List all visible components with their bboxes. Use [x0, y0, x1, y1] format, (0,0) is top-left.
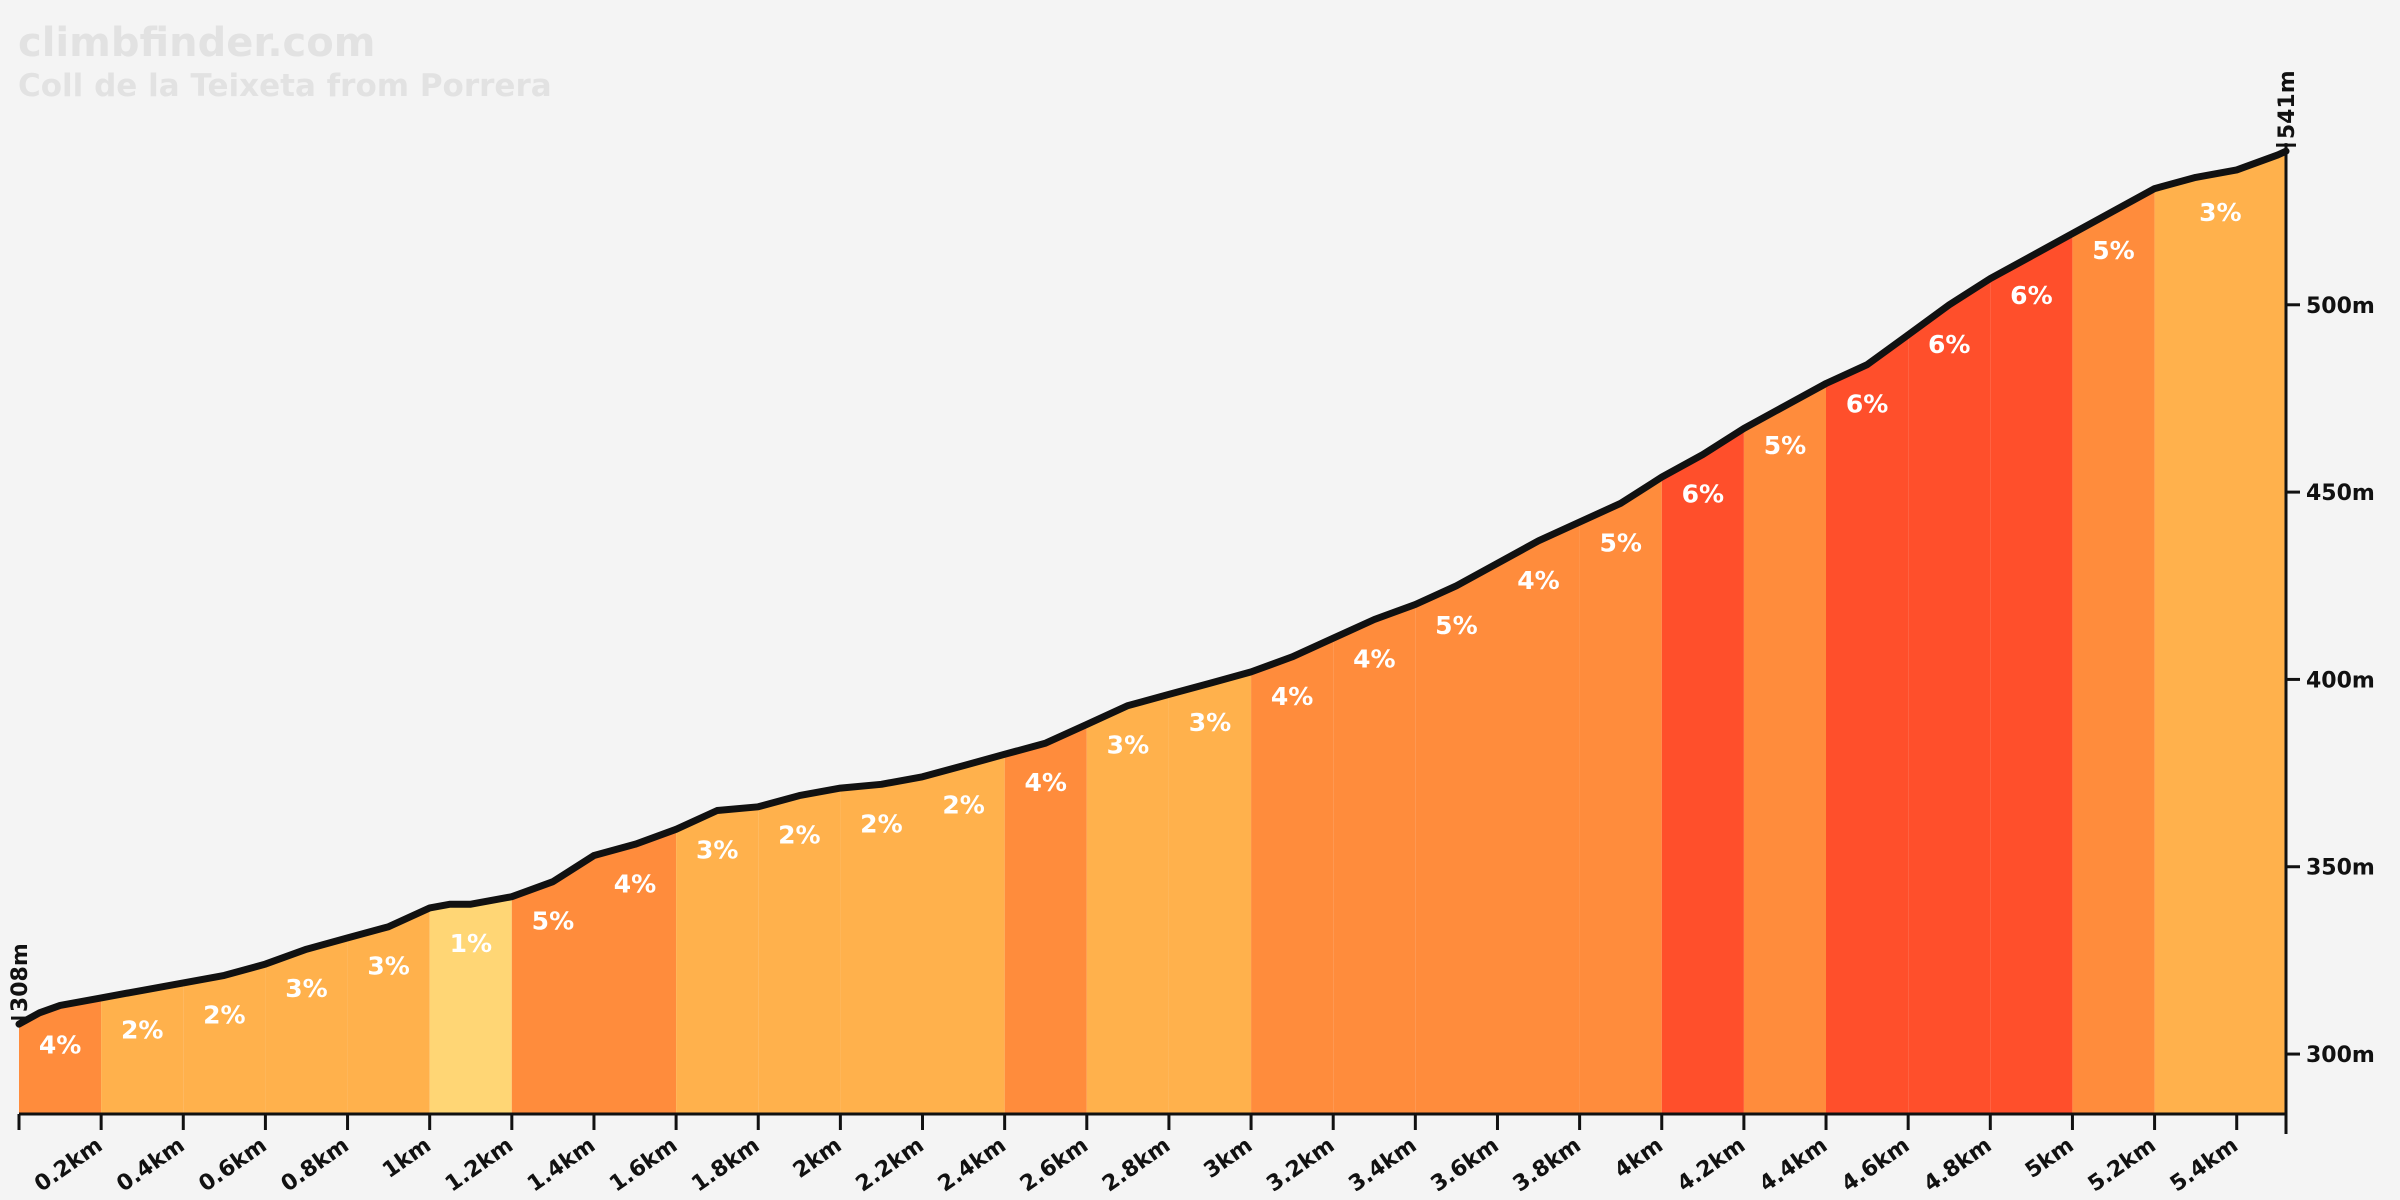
grade-segment [676, 806, 759, 1114]
grade-segment [429, 896, 512, 1114]
grade-labels: 4% 2% 2% 3% 3% 1% 5% 4% 3% 2% 2% 2% 4% 3% 3% 4% 4% 5% 4% 5%… [39, 198, 2242, 1060]
grade-segment [347, 907, 430, 1114]
y-tick-label: 450m [2306, 481, 2375, 506]
grade-label: 4% [1517, 566, 1559, 595]
grade-label: 2% [203, 1000, 245, 1029]
grade-segment [758, 788, 841, 1114]
grade-label: 5% [1599, 528, 1641, 557]
grade-segment [19, 997, 102, 1114]
grade-segment [1415, 563, 1498, 1114]
grade-segment [1743, 383, 1826, 1114]
grade-segment [1990, 233, 2073, 1115]
watermark-climb-name: Coll de la Teixeta from Porrera [18, 68, 552, 104]
grade-segment [594, 829, 677, 1114]
grade-label: 4% [614, 869, 656, 898]
grade-label: 3% [2199, 198, 2241, 227]
grade-segment [922, 754, 1005, 1114]
watermark-site: climbfinder.com [18, 20, 375, 66]
grade-segment [101, 982, 184, 1114]
grade-segment [2154, 151, 2286, 1114]
grade-label: 6% [1682, 480, 1724, 509]
grade-label: 4% [39, 1030, 81, 1059]
grade-label: 2% [778, 821, 820, 850]
grade-label: 2% [942, 791, 984, 820]
grade-label: 3% [1107, 731, 1149, 760]
grade-label: 4% [1353, 645, 1395, 674]
grade-label: 5% [1435, 611, 1477, 640]
grade-label: 3% [285, 974, 327, 1003]
grade-segment [183, 964, 266, 1114]
grade-label: 5% [532, 907, 574, 936]
grade-label: 3% [367, 952, 409, 981]
grade-label: 3% [696, 836, 738, 865]
grade-segment [2072, 188, 2155, 1115]
grade-segment [840, 776, 923, 1114]
y-tick-label: 350m [2306, 856, 2375, 881]
grade-label: 2% [121, 1015, 163, 1044]
y-axis-ticks: 300m 350m 400m 450m 500m [2286, 294, 2375, 1068]
grade-label: 6% [2010, 281, 2052, 310]
y-tick-label: 400m [2306, 668, 2375, 693]
start-elevation-label: 308m [8, 943, 33, 1012]
y-tick-label: 500m [2306, 294, 2375, 319]
grade-segment [1086, 694, 1169, 1114]
grade-segment [1004, 724, 1087, 1114]
grade-segment [1333, 604, 1416, 1114]
grade-label: 5% [2092, 236, 2134, 265]
grade-label: 1% [450, 929, 492, 958]
grade-label: 4% [1024, 768, 1066, 797]
grade-segments [19, 151, 2286, 1115]
grade-label: 6% [1928, 330, 1970, 359]
grade-segment [1168, 671, 1252, 1114]
end-elevation-label: 541m [2275, 70, 2300, 139]
grade-label: 5% [1764, 431, 1806, 460]
grade-segment [1251, 638, 1334, 1114]
grade-label: 6% [1846, 390, 1888, 419]
y-tick-label: 300m [2306, 1043, 2375, 1068]
elevation-profile-line [15, 147, 2290, 1028]
grade-segment [511, 855, 594, 1114]
grade-segment [1497, 522, 1580, 1114]
grade-label: 3% [1189, 708, 1231, 737]
grade-label: 2% [860, 809, 902, 838]
grade-segment [1908, 278, 1991, 1115]
grade-segment [1826, 334, 1909, 1114]
grade-segment [1579, 477, 1662, 1115]
grade-segment [265, 937, 348, 1114]
grade-label: 4% [1271, 682, 1313, 711]
grade-segment [1661, 428, 1744, 1114]
